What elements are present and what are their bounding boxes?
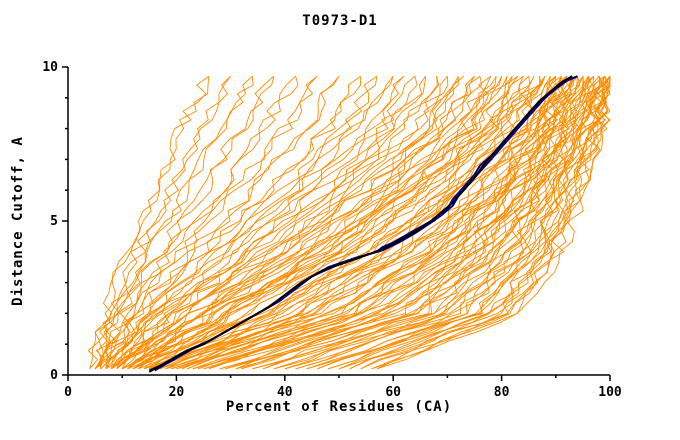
ensemble-curve xyxy=(110,75,405,369)
ensemble-curve xyxy=(116,76,438,370)
ensemble-curve xyxy=(360,75,611,370)
ensemble-curve xyxy=(94,75,275,370)
ensemble-curve xyxy=(105,76,378,369)
ensemble-curve xyxy=(306,75,605,370)
ensemble-curve xyxy=(111,75,427,370)
ensemble-curve xyxy=(105,75,361,370)
ensemble-curve xyxy=(165,75,562,370)
ensemble-curve xyxy=(94,76,275,370)
ensemble-curve xyxy=(132,76,508,370)
best-model-black-curve xyxy=(148,75,573,373)
x-tick-label: 60 xyxy=(385,385,401,400)
ensemble-curve xyxy=(154,76,551,370)
ensemble-curve xyxy=(132,76,513,370)
ensemble-curve xyxy=(252,76,596,370)
ensemble-curve xyxy=(187,76,573,370)
x-tick-label: 20 xyxy=(169,385,185,400)
y-tick-label: 5 xyxy=(50,214,58,229)
ensemble-curve xyxy=(376,76,611,370)
ensemble-curve xyxy=(116,76,459,370)
chart-title: T0973-D1 xyxy=(302,13,378,29)
ensemble-curve xyxy=(295,76,606,370)
ensemble-curve xyxy=(121,75,475,370)
ensemble-curve xyxy=(100,75,318,370)
ensemble-curve xyxy=(99,75,318,369)
ensemble-curve xyxy=(94,75,231,370)
ensemble-curve xyxy=(100,75,296,370)
ensemble-curve xyxy=(132,75,513,370)
y-tick-label: 0 xyxy=(50,368,58,383)
ensemble-curve xyxy=(371,76,611,370)
ensemble-curve xyxy=(149,76,542,370)
x-tick-label: 0 xyxy=(64,385,72,400)
ensemble-curve xyxy=(149,76,541,370)
x-axis-label: Percent of Residues (CA) xyxy=(225,399,453,415)
x-tick-label: 80 xyxy=(494,385,510,400)
ensemble-curve xyxy=(105,76,394,370)
ensemble-curve xyxy=(138,75,519,370)
ensemble-curve xyxy=(138,75,524,370)
ensemble-curve xyxy=(127,75,492,370)
ensemble-curve xyxy=(138,76,524,370)
ensemble-curve xyxy=(149,75,546,370)
ensemble-curve xyxy=(122,76,483,370)
ensemble-curve xyxy=(328,75,611,370)
ensemble-curve xyxy=(99,75,340,369)
ensemble-curve xyxy=(127,76,503,370)
ensemble-curve xyxy=(111,76,427,370)
ensemble-curve xyxy=(105,75,378,369)
ensemble-curve xyxy=(94,75,231,370)
ensemble-curve xyxy=(295,75,605,370)
ensemble-curve xyxy=(127,76,503,370)
ensemble-curve xyxy=(349,76,611,370)
ensemble-curve xyxy=(116,76,449,370)
ensemble-curve xyxy=(252,75,595,370)
ensemble-curve xyxy=(127,75,497,370)
ensemble-curve xyxy=(122,75,481,370)
ensemble-curve xyxy=(138,75,519,370)
x-tick-label: 100 xyxy=(598,385,622,400)
ensemble-curve xyxy=(127,76,492,370)
ensemble-curve xyxy=(111,75,405,370)
ensemble-curve xyxy=(111,75,416,370)
ensemble-curve xyxy=(225,76,589,370)
ensemble-curve xyxy=(376,75,611,370)
ensemble-curve xyxy=(262,76,601,370)
ensemble-curve xyxy=(197,75,578,370)
y-tick-label: 10 xyxy=(42,60,58,75)
ensemble-curve xyxy=(306,76,609,370)
ensemble-curve xyxy=(159,75,557,370)
ensemble-curve xyxy=(94,76,254,370)
ensemble-curve xyxy=(338,75,611,370)
ensemble-curve xyxy=(262,76,603,370)
ensemble-curve xyxy=(165,76,564,370)
ensemble-curve xyxy=(371,76,611,370)
ensemble-curve xyxy=(127,76,497,370)
ensemble-curve xyxy=(208,76,584,370)
ensemble-curve xyxy=(176,75,567,370)
ensemble-curve xyxy=(111,76,418,370)
x-tick-label: 40 xyxy=(277,385,293,400)
